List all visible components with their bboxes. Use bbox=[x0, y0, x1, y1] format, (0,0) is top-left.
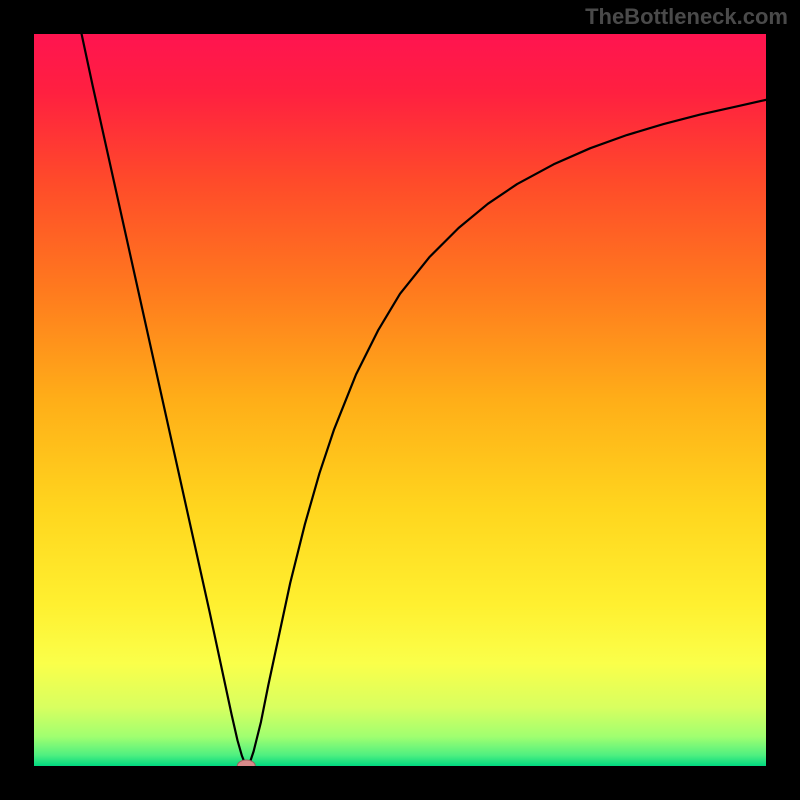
watermark-text: TheBottleneck.com bbox=[585, 4, 788, 30]
chart-plot-area bbox=[34, 34, 766, 766]
chart-curve bbox=[34, 34, 766, 766]
curve-minimum-marker bbox=[237, 760, 255, 766]
chart-outer-frame: TheBottleneck.com bbox=[0, 0, 800, 800]
